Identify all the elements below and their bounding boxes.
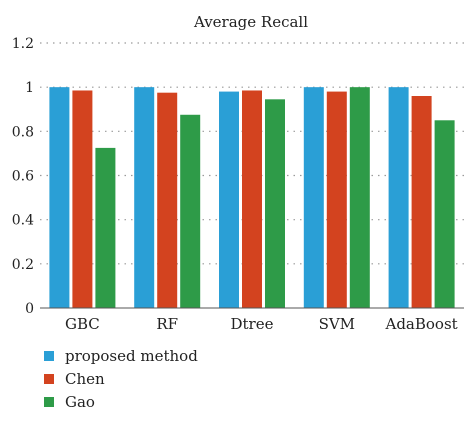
bar-gao-dtree [265,99,285,308]
legend-swatch [44,396,54,407]
y-axis: 0 0.2 0.4 0.6 0.8 1 1.2 [12,36,34,317]
legend-item-chen: Chen [44,367,198,390]
legend-swatch [44,373,54,384]
y-tick-label: 1.2 [12,36,34,52]
x-tick-label: AdaBoost [385,315,458,333]
y-tick-label: 0.6 [12,169,34,185]
bar-chen-gbc [72,90,93,309]
bar-chen-svm [326,91,347,308]
bar-proposed-method-gbc [49,87,70,309]
bar-proposed-method-dtree [219,91,239,308]
legend: proposed method Chen Gao [44,344,198,413]
bar-gao-svm [349,87,370,309]
x-tick-label: SVM [319,315,355,333]
x-axis: GBC RF Dtree SVM AdaBoost [65,315,458,333]
bar-proposed-method-svm [303,87,324,309]
legend-item-proposed-method: proposed method [44,344,198,367]
chart-title: Average Recall [193,13,308,31]
y-tick-label: 0.2 [12,257,34,273]
legend-label: Chen [65,369,105,388]
bar-chen-adaboost [411,96,432,308]
y-tick-label: 1 [25,80,34,96]
bar-gao-gbc [95,147,116,308]
x-tick-label: Dtree [231,315,274,333]
bar-chen-rf [157,92,178,308]
bar-chen-dtree [242,90,262,309]
bar-gao-adaboost [434,120,455,309]
y-tick-label: 0 [25,301,34,317]
x-tick-label: GBC [65,315,100,333]
y-tick-label: 0.8 [12,124,34,140]
legend-label: proposed method [65,346,198,365]
bar-proposed-method-rf [134,87,155,309]
y-tick-label: 0.4 [12,213,34,229]
bar-gao-rf [180,114,201,308]
legend-label: Gao [65,392,95,411]
x-tick-label: RF [156,315,178,333]
legend-item-gao: Gao [44,390,198,413]
bars [49,87,455,309]
legend-swatch [44,350,54,361]
bar-proposed-method-adaboost [388,87,409,309]
